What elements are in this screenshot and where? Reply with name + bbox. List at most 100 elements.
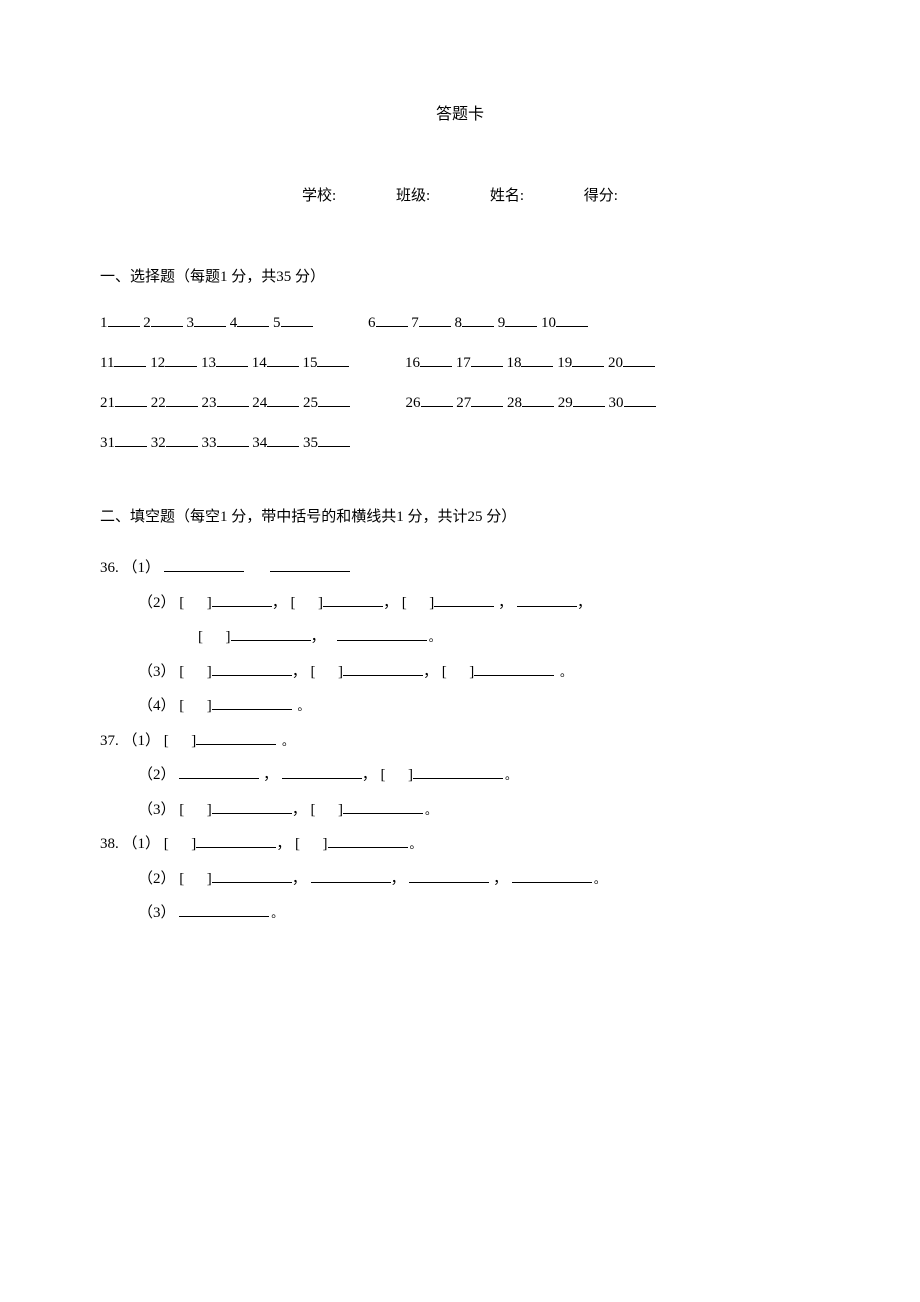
fill-blank[interactable] [434,592,494,607]
bracket: [ ] [295,827,328,862]
bracket: [ ] [179,586,212,621]
mc-blank[interactable] [216,352,248,367]
mc-blank[interactable] [421,392,453,407]
section2-title: 二、填空题（每空1 分，带中括号的和横线共1 分，共计25 分） [100,505,820,526]
mc-blank[interactable] [318,392,350,407]
fill-blank[interactable] [212,592,272,607]
mc-blank[interactable] [108,312,140,327]
sub-number: （3） [138,896,176,931]
mc-blank[interactable] [281,312,313,327]
mc-num: 25 [303,391,318,415]
bracket: [ ] [179,793,212,828]
bracket: [ ] [179,689,212,724]
fill-blank[interactable] [212,695,292,710]
mc-blank[interactable] [420,352,452,367]
fill-blank[interactable] [196,730,276,745]
fill-blank[interactable] [212,661,292,676]
mc-num: 4 [230,311,238,335]
mc-blank[interactable] [237,312,269,327]
fill-blank[interactable] [231,626,311,641]
fill-blank[interactable] [179,902,269,917]
mc-num: 1 [100,311,108,335]
mc-blank[interactable] [572,352,604,367]
bracket: [ ] [164,827,197,862]
fill-blank[interactable] [328,833,408,848]
fill-blank[interactable] [413,764,503,779]
mc-blank[interactable] [505,312,537,327]
class-label: 班级: [396,188,430,204]
mc-blank[interactable] [471,392,503,407]
fill-blank[interactable] [474,661,554,676]
mc-num: 13 [201,351,216,375]
mc-blank[interactable] [217,432,249,447]
sub-number: （2） [138,586,176,621]
q-number: 36. [100,551,119,586]
mc-blank[interactable] [573,392,605,407]
fill-blank[interactable] [164,557,244,572]
mc-blank[interactable] [317,352,349,367]
fill-blank[interactable] [282,764,362,779]
mc-blank[interactable] [194,312,226,327]
mc-row: 31 32 33 34 35 [100,431,820,455]
bracket: [ ] [442,655,475,690]
fill-blank[interactable] [343,799,423,814]
mc-blank[interactable] [624,392,656,407]
bracket: [ ] [179,862,212,897]
q36-3: （3） [ ]， [ ]， [ ] 。 [100,655,820,690]
mc-num: 31 [100,431,115,455]
sub-number: （1） [123,551,161,586]
mc-blank[interactable] [623,352,655,367]
mc-num: 15 [302,351,317,375]
q38-3: （3） 。 [100,896,820,931]
fill-blank[interactable] [179,764,259,779]
fill-blank[interactable] [409,868,489,883]
mc-blank[interactable] [521,352,553,367]
mc-num: 18 [506,351,521,375]
mc-num: 20 [608,351,623,375]
mc-blank[interactable] [462,312,494,327]
fill-blank[interactable] [196,833,276,848]
bracket: [ ] [179,655,212,690]
mc-num: 8 [455,311,463,335]
section1-title: 一、选择题（每题1 分，共35 分） [100,265,820,286]
bracket: [ ] [381,758,414,793]
fill-blank[interactable] [212,868,292,883]
mc-blank[interactable] [471,352,503,367]
mc-num: 5 [273,311,281,335]
mc-blank[interactable] [114,352,146,367]
mc-blank[interactable] [217,392,249,407]
mc-blank[interactable] [165,352,197,367]
mc-grid: 1 2 3 4 5 6 7 8 9 10 11 12 13 14 15 16 1… [100,311,820,455]
mc-num: 28 [507,391,522,415]
mc-num: 30 [609,391,624,415]
mc-blank[interactable] [166,392,198,407]
mc-blank[interactable] [267,392,299,407]
mc-num: 16 [405,351,420,375]
fill-blank[interactable] [270,557,350,572]
fill-blank[interactable] [343,661,423,676]
mc-blank[interactable] [115,392,147,407]
mc-blank[interactable] [556,312,588,327]
fill-blank[interactable] [517,592,577,607]
mc-blank[interactable] [376,312,408,327]
q36-1: 36. （1） [100,551,820,586]
mc-blank[interactable] [522,392,554,407]
mc-blank[interactable] [166,432,198,447]
fill-blank[interactable] [512,868,592,883]
mc-blank[interactable] [267,352,299,367]
q37-3: （3） [ ]， [ ]。 [100,793,820,828]
q36-2a: （2） [ ]， [ ]， [ ] ， ， [100,586,820,621]
sub-number: （1） [123,827,161,862]
fill-blank[interactable] [337,626,427,641]
mc-num: 10 [541,311,556,335]
fill-blank[interactable] [323,592,383,607]
fill-blank[interactable] [212,799,292,814]
q36-4: （4） [ ] 。 [100,689,820,724]
fill-blank[interactable] [311,868,391,883]
mc-blank[interactable] [115,432,147,447]
mc-blank[interactable] [267,432,299,447]
mc-blank[interactable] [419,312,451,327]
mc-blank[interactable] [151,312,183,327]
mc-blank[interactable] [318,432,350,447]
sub-number: （2） [138,862,176,897]
